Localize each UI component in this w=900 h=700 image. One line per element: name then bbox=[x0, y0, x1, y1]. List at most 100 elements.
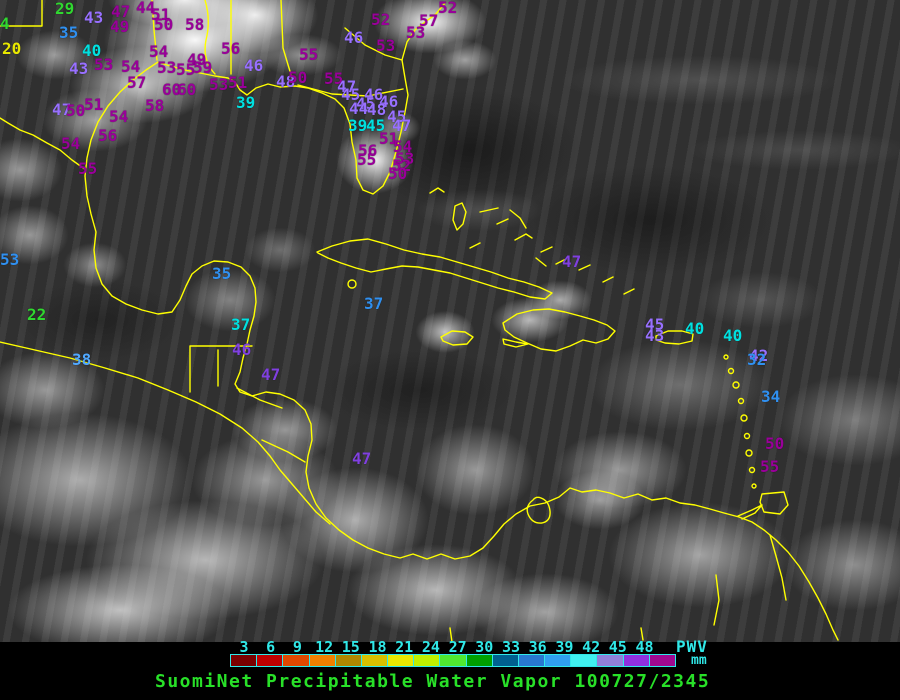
station-value: 48 bbox=[276, 72, 296, 91]
station-value: 48 bbox=[367, 100, 387, 119]
station-value: 45 bbox=[366, 116, 386, 135]
station-value: 54 bbox=[149, 42, 169, 61]
station-value: 53 bbox=[395, 149, 415, 168]
central-america-borders bbox=[236, 387, 306, 463]
paria-peninsula bbox=[737, 504, 763, 520]
station-value: 37 bbox=[231, 315, 251, 334]
station-value: 32 bbox=[747, 350, 767, 369]
station-value: 46 bbox=[364, 85, 384, 104]
station-value: 57 bbox=[419, 11, 439, 30]
product-title: SuomiNet Precipitable Water Vapor 100727… bbox=[155, 671, 711, 692]
scale-color-segment bbox=[309, 655, 336, 666]
station-value: 43 bbox=[84, 8, 104, 27]
station-value: 44 bbox=[349, 99, 369, 118]
state-border-ga-sc bbox=[344, 27, 403, 61]
scale-tick-label: 45 bbox=[608, 638, 627, 656]
state-border-al-ga bbox=[280, 0, 293, 79]
south-america-rivers bbox=[713, 534, 787, 626]
yucatan-borders bbox=[189, 345, 253, 393]
haiti-peninsula bbox=[502, 338, 529, 348]
station-value: 60 bbox=[177, 80, 197, 99]
scale-color-segment bbox=[649, 655, 675, 666]
station-value: 54 bbox=[61, 134, 81, 153]
station-value: 45 bbox=[387, 107, 407, 126]
puerto-rico-coastline bbox=[655, 330, 694, 345]
scale-unit-mm: mm bbox=[691, 653, 707, 668]
station-value: 20 bbox=[2, 39, 22, 58]
state-border-tx bbox=[0, 0, 43, 27]
station-value: 46 bbox=[344, 28, 364, 47]
scale-unit-pwv: PWV bbox=[676, 637, 708, 656]
station-value: 58 bbox=[145, 96, 165, 115]
antilles-island bbox=[743, 432, 751, 440]
scale-tick-label: 30 bbox=[475, 638, 494, 656]
station-value: 56 bbox=[221, 39, 241, 58]
station-value: 55 bbox=[760, 457, 780, 476]
scale-color-segment bbox=[257, 655, 284, 666]
hispaniola-coastline bbox=[502, 308, 616, 352]
station-value: 51 bbox=[84, 95, 104, 114]
scale-color-segment bbox=[361, 655, 389, 666]
station-value: 54 bbox=[109, 107, 129, 126]
bahamas-islands bbox=[429, 187, 635, 295]
mississippi-river bbox=[204, 0, 216, 75]
pacific-coastline bbox=[0, 341, 331, 525]
state-border-la bbox=[151, 0, 158, 61]
antilles-island bbox=[723, 354, 729, 360]
scale-color-segment bbox=[388, 655, 415, 666]
station-value: 52 bbox=[371, 10, 391, 29]
station-value: 39 bbox=[348, 116, 368, 135]
station-value: 47 bbox=[111, 2, 131, 21]
station-value: 60 bbox=[162, 80, 182, 99]
satellite-imagery bbox=[0, 0, 900, 642]
station-value: 50 bbox=[66, 101, 86, 120]
scale-tick-label: 27 bbox=[448, 638, 467, 656]
scale-tick-label: 6 bbox=[266, 638, 276, 656]
station-value: 37 bbox=[364, 294, 384, 313]
scale-color-segment bbox=[440, 655, 467, 666]
state-border-fl-ga bbox=[297, 84, 404, 97]
station-value: 53 bbox=[0, 250, 20, 269]
station-value: 53 bbox=[406, 23, 426, 42]
station-value: 49 bbox=[187, 50, 207, 69]
scale-color-segment bbox=[518, 655, 546, 666]
station-value: 45 bbox=[356, 94, 376, 113]
station-value: 56 bbox=[98, 126, 118, 145]
scale-color-segment bbox=[545, 655, 572, 666]
station-value: 50 bbox=[388, 164, 408, 183]
scale-tick-label: 42 bbox=[582, 638, 601, 656]
scale-tick-label: 15 bbox=[341, 638, 360, 656]
scale-tick-label: 3 bbox=[239, 638, 249, 656]
station-value: 50 bbox=[765, 434, 785, 453]
station-value: 46 bbox=[232, 340, 252, 359]
station-value: 46 bbox=[244, 56, 264, 75]
scale-color-segment bbox=[492, 655, 519, 666]
station-value: 51 bbox=[151, 5, 171, 24]
scale-color-segment bbox=[283, 655, 310, 666]
antilles-island bbox=[745, 449, 753, 457]
station-value: 39 bbox=[236, 93, 256, 112]
scale-tick-label: 36 bbox=[528, 638, 547, 656]
station-value: 40 bbox=[82, 41, 102, 60]
station-value: 50 bbox=[288, 68, 308, 87]
scale-color-segment bbox=[335, 655, 362, 666]
station-value: 47 bbox=[52, 100, 72, 119]
scale-tick-label: 18 bbox=[368, 638, 387, 656]
station-value: 47 bbox=[352, 449, 372, 468]
scale-tick-label: 24 bbox=[421, 638, 440, 656]
antilles-island bbox=[727, 367, 735, 375]
station-value: 45 bbox=[645, 315, 665, 334]
jamaica-coastline bbox=[440, 330, 474, 346]
scale-color-segment bbox=[414, 655, 441, 666]
scale-color-bar bbox=[230, 654, 676, 667]
station-value: 57 bbox=[127, 73, 147, 92]
station-value: 46 bbox=[379, 92, 399, 111]
scale-tick-label: 48 bbox=[635, 638, 654, 656]
scale-tick-label: 33 bbox=[501, 638, 521, 656]
antilles-island bbox=[732, 381, 740, 389]
station-value: 35 bbox=[59, 23, 79, 42]
station-value: 53 bbox=[157, 58, 177, 77]
station-value: 4 bbox=[0, 14, 10, 33]
